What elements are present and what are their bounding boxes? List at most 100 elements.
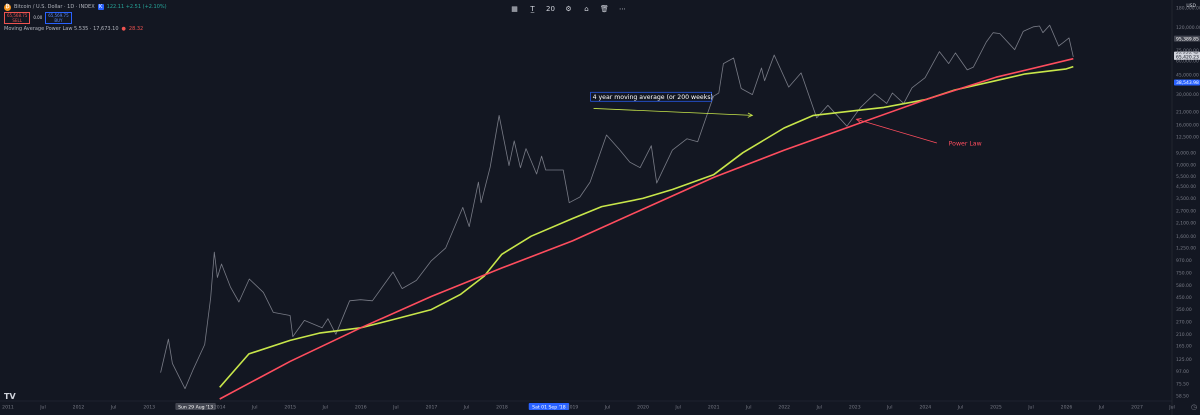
- arrow-head-icon: [747, 112, 754, 118]
- y-tick-label: 180,000.00: [1176, 6, 1200, 12]
- symbol-title[interactable]: Bitcoin / U.S. Dollar · 1D · INDEX: [14, 4, 95, 10]
- y-tick-label: 30,000.00: [1176, 92, 1199, 98]
- layout-icon[interactable]: ▦: [511, 5, 518, 13]
- x-tick-label: 2020: [637, 405, 649, 411]
- x-tick-label: 2019: [567, 405, 579, 411]
- indicator-label[interactable]: Moving Average Power Law 5.535 · 17,673.…: [4, 26, 119, 32]
- x-tick-label: Jul: [39, 405, 46, 411]
- y-tick-label: 970.00: [1176, 258, 1192, 264]
- y-tick-label: 38,543.98: [1176, 80, 1199, 86]
- trash-icon[interactable]: 🗑: [600, 5, 609, 13]
- drawing-toolbar: ▦ T̲ 20 ⚙ ⌂ 🗑 ⋯: [510, 5, 627, 13]
- price-tag-box: [1174, 35, 1200, 42]
- x-tick-label: Jul: [110, 405, 117, 411]
- series-line-4-year-moving-average[interactable]: [219, 65, 1074, 388]
- y-tick-label: 2,100.00: [1176, 221, 1196, 227]
- x-tick-label: Jul: [1168, 405, 1175, 411]
- clock-icon[interactable]: ◷: [1190, 403, 1197, 411]
- y-tick-label: 1,600.00: [1176, 234, 1196, 240]
- date-highlight-box: [528, 403, 570, 410]
- x-tick-label: Sat 01 Sep '18: [532, 405, 566, 411]
- x-tick-label: 2026: [1061, 405, 1073, 411]
- x-tick-label: 2027: [1131, 405, 1143, 411]
- y-tick-label: 75,000.00: [1176, 48, 1199, 54]
- y-tick-label: 95,389.85: [1176, 36, 1199, 42]
- more-icon[interactable]: ⋯: [619, 5, 626, 13]
- x-tick-label: 2013: [143, 405, 155, 411]
- settings-icon[interactable]: ⚙: [565, 5, 572, 13]
- toolbar-number[interactable]: 20: [546, 5, 555, 13]
- annotation-arrow[interactable]: [856, 118, 937, 144]
- buy-price: 65,569.75: [48, 13, 69, 18]
- y-tick-label: 12,500.00: [1176, 134, 1199, 140]
- y-tick-label: 2,700.00: [1176, 208, 1196, 214]
- x-tick-label: Jul: [392, 405, 399, 411]
- y-tick-label: 350.00: [1176, 307, 1192, 313]
- y-tick-label: 65,420.23: [1176, 54, 1199, 60]
- k-badge-icon: K: [97, 4, 104, 10]
- y-tick-label: 5,500.00: [1176, 174, 1196, 180]
- currency-label[interactable]: USD: [1186, 4, 1196, 9]
- buy-button[interactable]: 65,569.75 BUY: [45, 12, 72, 24]
- y-tick-label: 21,000.00: [1176, 109, 1199, 115]
- x-tick-label: 2023: [849, 405, 861, 411]
- annotation-text[interactable]: Power Law: [949, 140, 982, 147]
- annotation-text[interactable]: 4 year moving average (or 200 weeks): [593, 94, 713, 101]
- x-tick-label: Jul: [604, 405, 611, 411]
- y-tick-label: 60,000.00: [1176, 59, 1199, 65]
- y-tick-label: 165.00: [1176, 344, 1192, 350]
- y-tick-label: 125.00: [1176, 357, 1192, 363]
- x-tick-label: Jul: [251, 405, 258, 411]
- text-tool-icon[interactable]: T̲: [530, 5, 535, 13]
- y-tick-label: 3,500.00: [1176, 196, 1196, 202]
- price-tag-box: [1174, 53, 1200, 60]
- lock-icon[interactable]: ⌂: [584, 5, 589, 13]
- x-tick-label: 2025: [990, 405, 1002, 411]
- price-tag-box: [1174, 79, 1200, 86]
- x-tick-label: Jul: [957, 405, 964, 411]
- x-tick-label: Jul: [463, 405, 470, 411]
- x-tick-label: 2017: [426, 405, 438, 411]
- indicator-value: 28.32: [128, 26, 144, 32]
- x-tick-label: Jul: [815, 405, 822, 411]
- price-change: 122.11 +2.51 (+2.10%): [106, 4, 167, 10]
- series-line-power-law[interactable]: [219, 57, 1074, 400]
- x-tick-label: Sun 29 Aug '13: [178, 405, 213, 411]
- date-highlight-box: [175, 403, 216, 410]
- y-tick-label: 7,000.00: [1176, 162, 1196, 168]
- indicator-dot-icon: ●: [121, 26, 126, 32]
- sell-button[interactable]: 65,568.75 SELL: [4, 12, 31, 24]
- x-tick-label: Jul: [745, 405, 752, 411]
- y-tick-label: 45,000.00: [1176, 73, 1199, 79]
- tradingview-logo-icon: TV: [4, 392, 16, 401]
- annotation-box[interactable]: [590, 91, 712, 102]
- series-line-price[interactable]: [160, 24, 1074, 390]
- y-tick-label: 9,000.00: [1176, 150, 1196, 156]
- y-tick-label: 450.00: [1176, 295, 1192, 301]
- x-tick-label: Jul: [1098, 405, 1105, 411]
- y-tick-label: 97.00: [1176, 369, 1189, 375]
- y-tick-label: 1,250.00: [1176, 246, 1196, 252]
- y-tick-label: 750.00: [1176, 270, 1192, 276]
- x-tick-label: Jul: [321, 405, 328, 411]
- y-tick-label: 580.00: [1176, 283, 1192, 289]
- sell-price: 65,568.75: [7, 13, 28, 18]
- y-tick-label: 58.50: [1176, 394, 1189, 400]
- annotation-arrow[interactable]: [593, 108, 753, 116]
- bitcoin-logo-icon: ₿: [4, 3, 11, 11]
- x-tick-label: 2011: [2, 405, 14, 411]
- x-tick-label: 2018: [496, 405, 508, 411]
- x-tick-label: 2014: [214, 405, 226, 411]
- arrow-head-icon: [855, 118, 862, 123]
- y-tick-label: 4,500.00: [1176, 184, 1196, 190]
- y-tick-label: 210.00: [1176, 332, 1192, 338]
- legend: ₿ Bitcoin / U.S. Dollar · 1D · INDEX K 1…: [4, 3, 167, 33]
- x-tick-label: Jul: [886, 405, 893, 411]
- buy-label: BUY: [54, 18, 63, 23]
- x-tick-label: 2024: [919, 405, 931, 411]
- x-tick-label: 2016: [355, 405, 367, 411]
- x-tick-label: 2012: [73, 405, 85, 411]
- sell-label: SELL: [12, 18, 22, 23]
- x-tick-label: 2015: [284, 405, 296, 411]
